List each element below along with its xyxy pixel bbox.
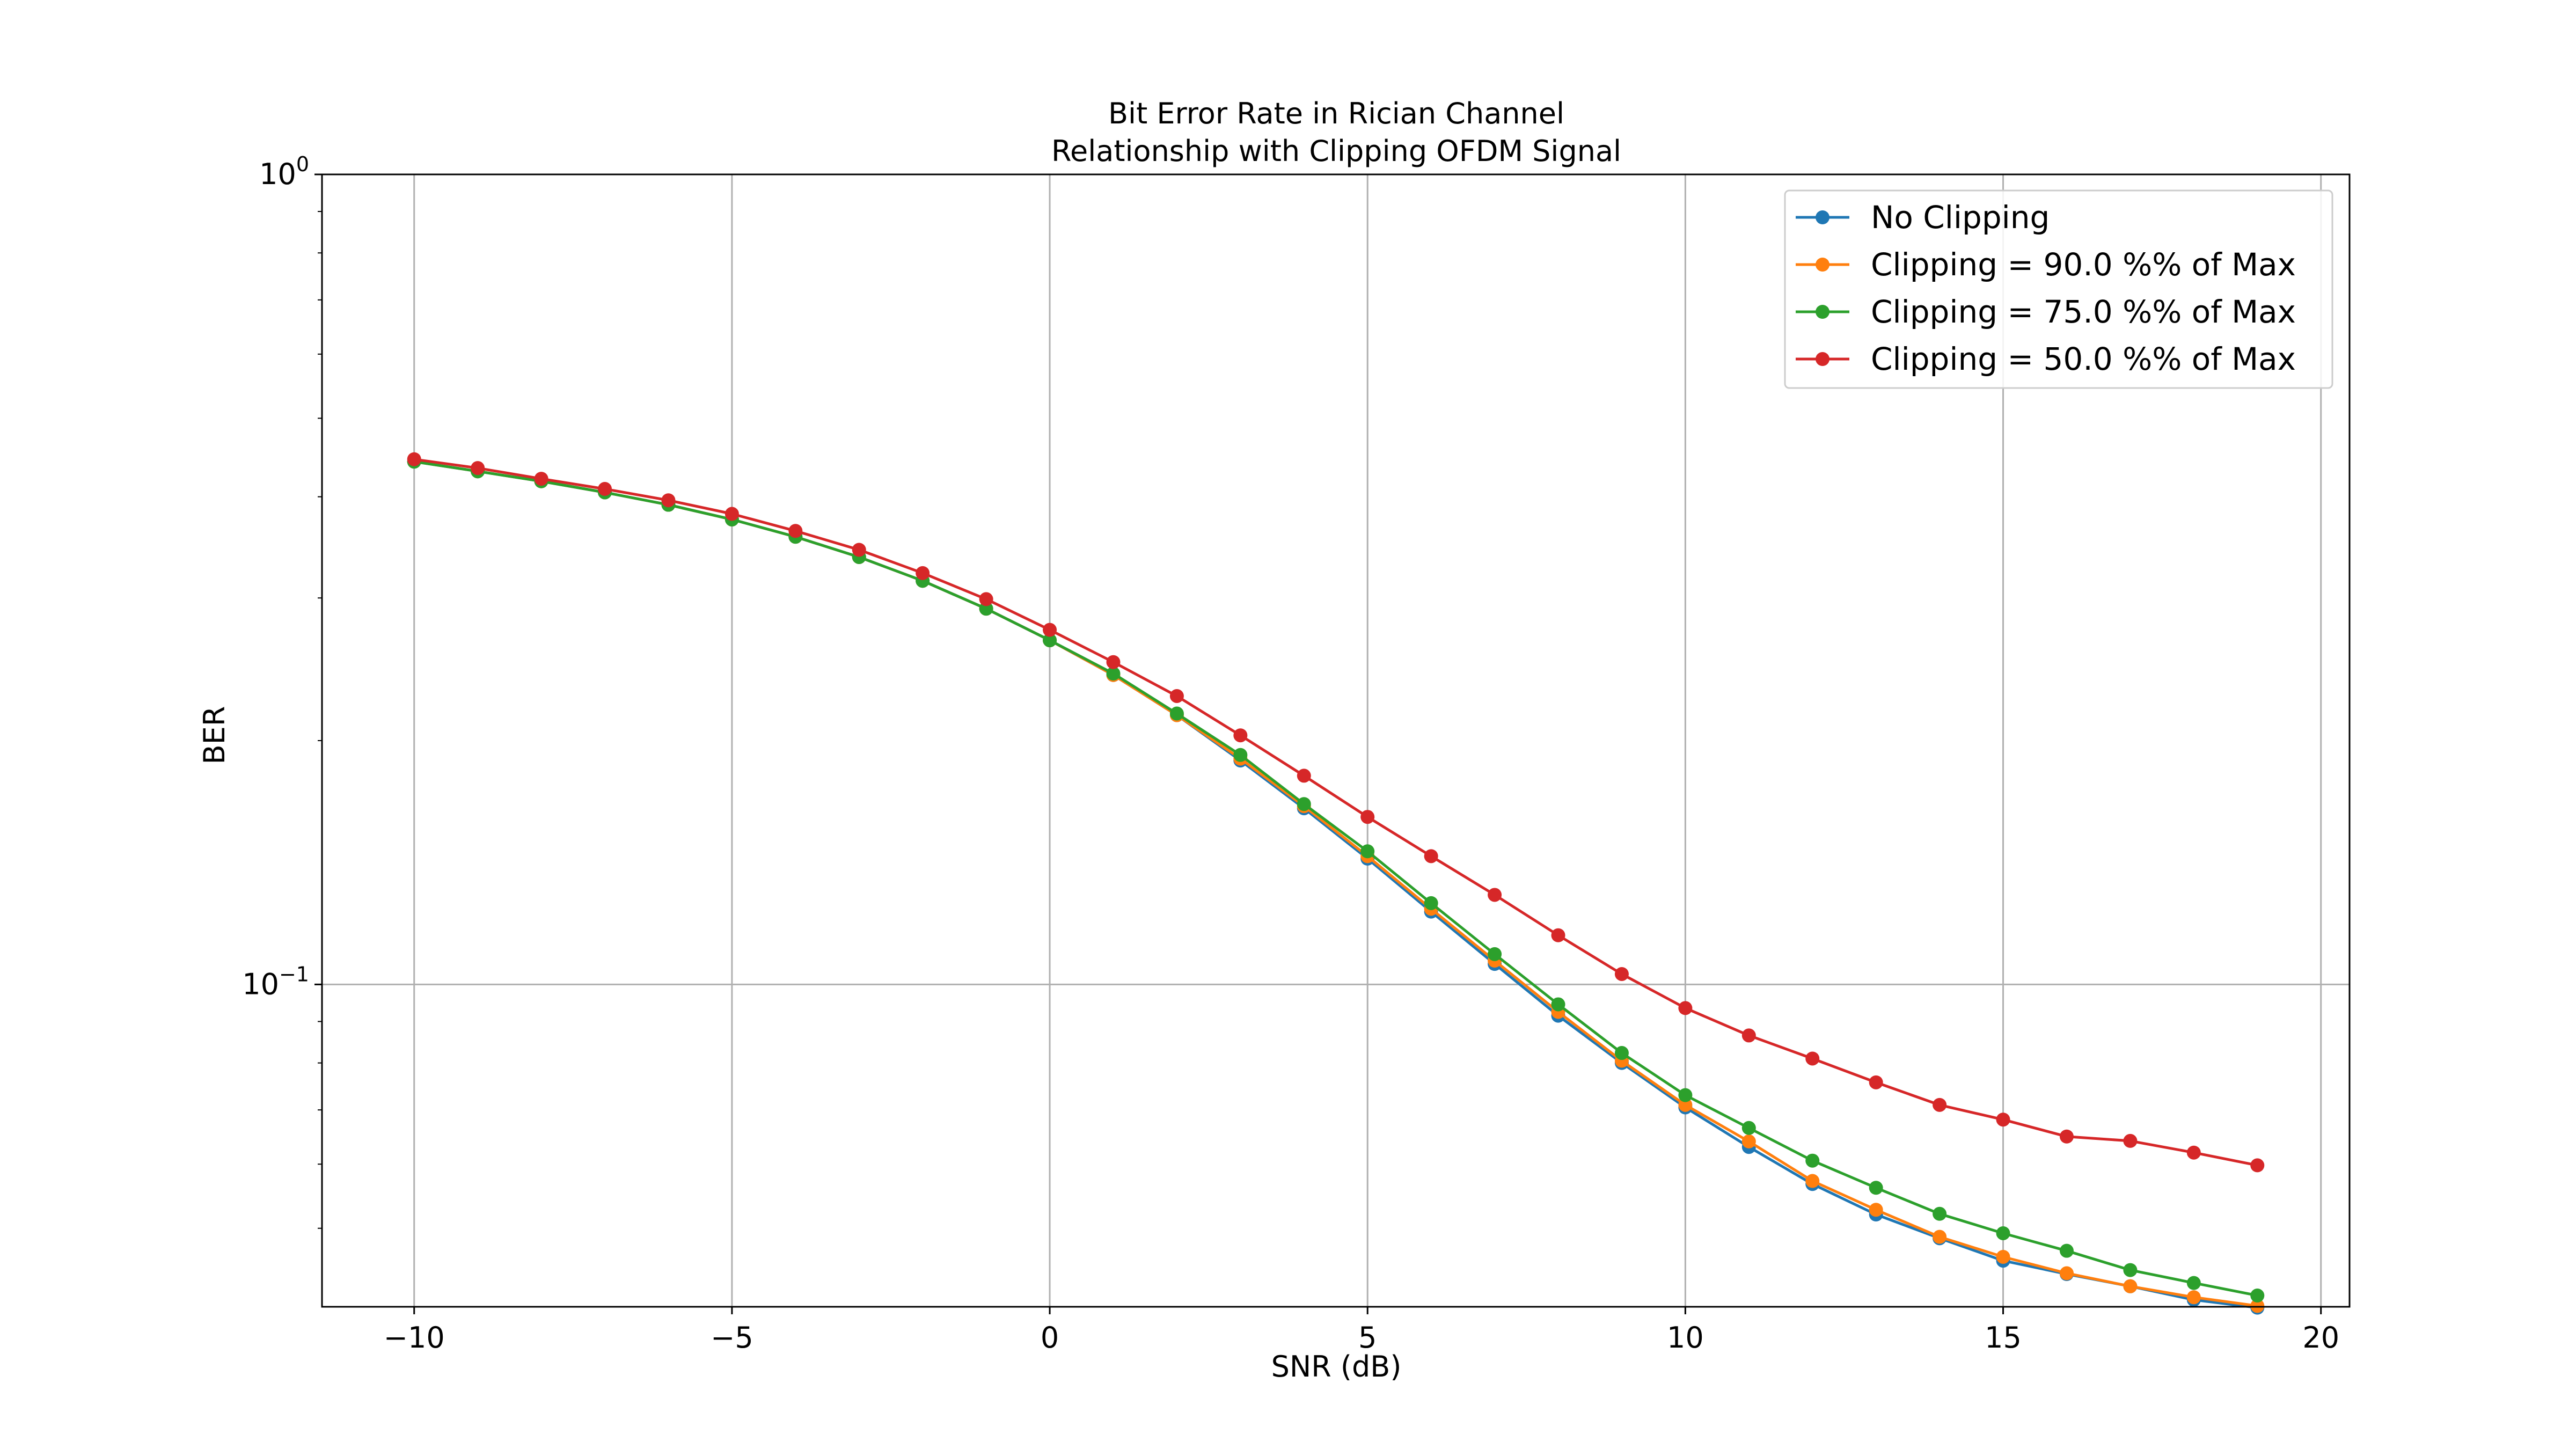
data-point bbox=[661, 493, 676, 508]
data-point bbox=[2186, 1276, 2201, 1290]
chart-title-line-1: Bit Error Rate in Rician Channel bbox=[1108, 97, 1564, 130]
data-point bbox=[1805, 1174, 1820, 1188]
data-point bbox=[724, 507, 739, 521]
data-point bbox=[1360, 844, 1375, 859]
y-tick-label: 10−1 bbox=[242, 962, 309, 1001]
data-point bbox=[407, 452, 421, 466]
data-point bbox=[1106, 667, 1121, 681]
data-point bbox=[1169, 706, 1184, 721]
data-point bbox=[598, 482, 612, 496]
y-tick-label: 100 bbox=[259, 152, 309, 191]
grid bbox=[322, 174, 2350, 1307]
data-point bbox=[1551, 997, 1565, 1012]
series-line bbox=[414, 460, 2258, 1297]
data-point bbox=[2059, 1243, 2074, 1258]
data-point bbox=[979, 602, 993, 616]
x-tick-label: −10 bbox=[384, 1321, 445, 1355]
data-point bbox=[2123, 1279, 2138, 1293]
data-point bbox=[1614, 967, 1629, 981]
data-point bbox=[1424, 849, 1438, 863]
data-point bbox=[1741, 1121, 1756, 1135]
legend-swatch-marker bbox=[1816, 352, 1829, 366]
data-point bbox=[916, 566, 930, 580]
data-point bbox=[1805, 1153, 1820, 1168]
data-point bbox=[1106, 655, 1121, 669]
data-point bbox=[1933, 1230, 1947, 1244]
data-point bbox=[1869, 1075, 1883, 1089]
data-point bbox=[2186, 1290, 2201, 1305]
data-point bbox=[1614, 1046, 1629, 1060]
data-point bbox=[852, 543, 866, 557]
data-point bbox=[2059, 1129, 2074, 1144]
data-point bbox=[2059, 1266, 2074, 1280]
data-point bbox=[1741, 1028, 1756, 1043]
data-point bbox=[1996, 1113, 2010, 1127]
data-point bbox=[1360, 810, 1375, 824]
data-point bbox=[1869, 1181, 1883, 1195]
legend-swatch-marker bbox=[1816, 305, 1829, 319]
data-point bbox=[1233, 728, 1248, 743]
data-point bbox=[2250, 1289, 2265, 1303]
legend-label: Clipping = 50.0 %% of Max bbox=[1871, 341, 2296, 377]
data-point bbox=[1233, 748, 1248, 762]
y-axis-label: BER bbox=[197, 706, 231, 765]
data-point bbox=[1551, 928, 1565, 942]
data-point bbox=[2250, 1299, 2265, 1313]
data-point bbox=[1805, 1051, 1820, 1066]
data-point bbox=[1933, 1206, 1947, 1221]
legend-label: Clipping = 75.0 %% of Max bbox=[1871, 294, 2296, 330]
data-point bbox=[1169, 689, 1184, 703]
legend-swatch-marker bbox=[1816, 210, 1829, 224]
data-point bbox=[1869, 1203, 1883, 1217]
x-tick-label: 5 bbox=[1358, 1321, 1377, 1355]
data-point bbox=[1933, 1097, 1947, 1112]
data-point bbox=[2186, 1145, 2201, 1160]
data-point bbox=[1678, 1088, 1693, 1102]
data-point bbox=[1996, 1249, 2010, 1264]
x-tick-label: 10 bbox=[1667, 1321, 1704, 1355]
data-point bbox=[1488, 947, 1502, 961]
legend: No Clipping Clipping = 90.0 %% of Max Clip… bbox=[1784, 189, 2333, 389]
data-point bbox=[788, 524, 803, 538]
data-point bbox=[1996, 1226, 2010, 1240]
data-point bbox=[534, 472, 548, 486]
data-point bbox=[1424, 896, 1438, 910]
data-point bbox=[471, 461, 485, 475]
legend-swatch-marker bbox=[1816, 258, 1829, 272]
data-point bbox=[1297, 797, 1311, 811]
axis-ticks: −10 −5 0 5 10 15 20 100 10−1 bbox=[242, 152, 2339, 1355]
legend-box bbox=[1784, 189, 2333, 389]
data-point bbox=[1043, 633, 1057, 648]
legend-label: No Clipping bbox=[1871, 199, 2050, 236]
x-tick-label: 0 bbox=[1041, 1321, 1059, 1355]
data-point bbox=[2123, 1133, 2138, 1148]
legend-label: Clipping = 90.0 %% of Max bbox=[1871, 246, 2296, 283]
data-point bbox=[1043, 623, 1057, 637]
data-point bbox=[2123, 1263, 2138, 1277]
series-group bbox=[407, 452, 2265, 1315]
series-line bbox=[414, 458, 2258, 1167]
data-point bbox=[2250, 1158, 2265, 1173]
data-point bbox=[1488, 888, 1502, 902]
x-axis-label: SNR (dB) bbox=[1271, 1350, 1402, 1384]
data-point bbox=[1741, 1134, 1756, 1148]
data-point bbox=[1678, 1001, 1693, 1015]
x-tick-label: 20 bbox=[2302, 1321, 2339, 1355]
data-point bbox=[979, 592, 993, 606]
data-point bbox=[1678, 1097, 1693, 1112]
x-tick-label: −5 bbox=[711, 1321, 753, 1355]
x-tick-label: 15 bbox=[1985, 1321, 2022, 1355]
data-point bbox=[1297, 769, 1311, 783]
chart-title-line-2: Relationship with Clipping OFDM Signal bbox=[1051, 134, 1621, 168]
